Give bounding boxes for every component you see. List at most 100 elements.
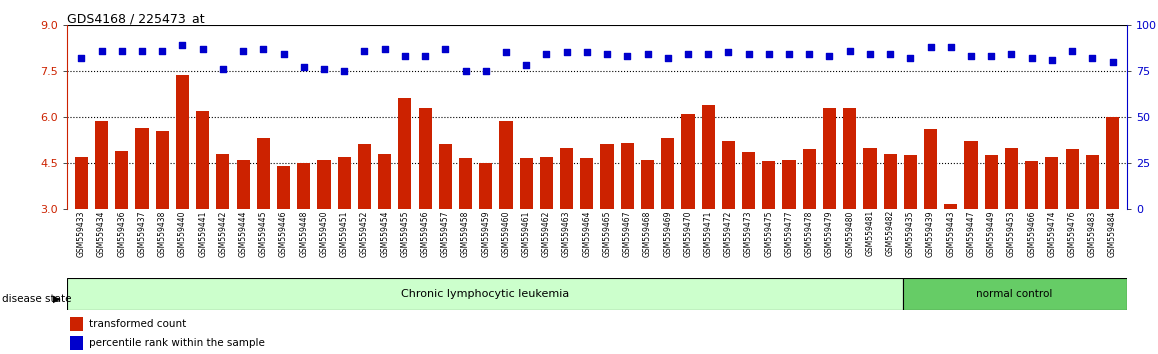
Text: GSM559474: GSM559474 <box>1048 210 1056 257</box>
Text: GSM559433: GSM559433 <box>76 210 86 257</box>
Text: GSM559438: GSM559438 <box>157 210 167 257</box>
Text: GSM559465: GSM559465 <box>602 210 611 257</box>
Point <box>93 48 111 53</box>
Bar <box>317 160 330 209</box>
Bar <box>459 158 472 209</box>
Bar <box>115 150 129 209</box>
Point <box>537 51 556 57</box>
Point <box>982 53 1001 59</box>
Text: GSM559451: GSM559451 <box>339 210 349 257</box>
Bar <box>196 111 210 209</box>
Text: GSM559469: GSM559469 <box>664 210 673 257</box>
Text: GDS4168 / 225473_at: GDS4168 / 225473_at <box>67 12 205 25</box>
Text: GSM559466: GSM559466 <box>1027 210 1036 257</box>
Text: GSM559482: GSM559482 <box>886 210 895 257</box>
Point <box>72 55 90 61</box>
Bar <box>176 75 189 209</box>
Bar <box>640 160 654 209</box>
Point <box>659 55 677 61</box>
Text: GSM559468: GSM559468 <box>643 210 652 257</box>
Text: GSM559483: GSM559483 <box>1087 210 1097 257</box>
Bar <box>479 163 492 209</box>
Text: GSM559461: GSM559461 <box>521 210 530 257</box>
Bar <box>802 149 816 209</box>
Point <box>497 50 515 55</box>
Point <box>1104 59 1122 64</box>
Point <box>112 48 131 53</box>
Bar <box>762 161 776 209</box>
Text: GSM559460: GSM559460 <box>501 210 511 257</box>
Bar <box>702 104 714 209</box>
Bar <box>903 155 917 209</box>
Text: GSM559476: GSM559476 <box>1068 210 1077 257</box>
Bar <box>69 317 83 331</box>
Bar <box>823 108 836 209</box>
Text: GSM559472: GSM559472 <box>724 210 733 257</box>
Bar <box>1106 117 1119 209</box>
Point <box>679 51 697 57</box>
Point <box>699 51 718 57</box>
Point <box>1042 57 1061 63</box>
Bar <box>155 131 169 209</box>
Text: GSM559453: GSM559453 <box>1007 210 1016 257</box>
Bar <box>783 160 796 209</box>
Text: GSM559448: GSM559448 <box>299 210 308 257</box>
Bar <box>69 336 83 350</box>
Bar <box>338 157 351 209</box>
Point <box>941 44 960 50</box>
Text: GSM559441: GSM559441 <box>198 210 207 257</box>
Point <box>335 68 353 74</box>
Point <box>779 51 798 57</box>
Bar <box>965 141 977 209</box>
Text: GSM559470: GSM559470 <box>683 210 692 257</box>
Bar <box>378 154 391 209</box>
Bar <box>661 138 674 209</box>
Point <box>254 46 272 52</box>
Text: Chronic lymphocytic leukemia: Chronic lymphocytic leukemia <box>401 289 569 299</box>
Point <box>356 48 374 53</box>
Point <box>375 46 394 52</box>
Point <box>760 51 778 57</box>
Text: GSM559464: GSM559464 <box>582 210 592 257</box>
Bar <box>984 155 998 209</box>
Bar <box>681 114 695 209</box>
Point <box>396 53 415 59</box>
Text: GSM559447: GSM559447 <box>967 210 975 257</box>
Point <box>618 53 637 59</box>
Text: GSM559477: GSM559477 <box>785 210 793 257</box>
Bar <box>1025 161 1039 209</box>
Bar <box>236 160 250 209</box>
Point <box>557 50 576 55</box>
Point <box>739 51 757 57</box>
Point <box>901 55 919 61</box>
Point <box>1002 51 1020 57</box>
Text: disease state: disease state <box>2 294 72 304</box>
Bar <box>217 154 229 209</box>
Bar <box>520 158 533 209</box>
Text: ▶: ▶ <box>53 294 60 304</box>
Text: GSM559456: GSM559456 <box>420 210 430 257</box>
Text: GSM559454: GSM559454 <box>380 210 389 257</box>
Point <box>1063 48 1082 53</box>
Text: GSM559467: GSM559467 <box>623 210 632 257</box>
Bar <box>277 166 291 209</box>
Text: GSM559445: GSM559445 <box>258 210 267 257</box>
Point <box>922 44 940 50</box>
Text: GSM559459: GSM559459 <box>482 210 490 257</box>
Point <box>962 53 981 59</box>
Point <box>213 66 232 72</box>
Text: GSM559479: GSM559479 <box>824 210 834 257</box>
Point <box>1023 55 1041 61</box>
Bar <box>439 144 452 209</box>
Text: normal control: normal control <box>976 289 1053 299</box>
Text: GSM559440: GSM559440 <box>178 210 186 257</box>
Bar <box>1065 149 1079 209</box>
Point <box>193 46 212 52</box>
Point <box>476 68 494 74</box>
Text: GSM559449: GSM559449 <box>987 210 996 257</box>
Bar <box>742 152 755 209</box>
Bar <box>580 158 593 209</box>
Bar <box>843 108 856 209</box>
Point <box>174 42 192 48</box>
Bar <box>560 148 573 209</box>
